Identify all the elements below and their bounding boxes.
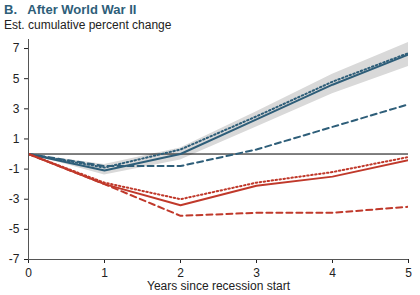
html-text:Est. cumulative percent change: Est. cumulative percent change: [4, 18, 172, 32]
svg-text:1: 1: [101, 266, 108, 280]
svg-text:3: 3: [13, 102, 20, 116]
svg-text:-3: -3: [9, 192, 20, 206]
svg-text:7: 7: [13, 41, 20, 55]
html-text:B. After World War II: B. After World War II: [4, 2, 137, 17]
svg-text:Years since recession start: Years since recession start: [147, 279, 291, 293]
svg-text:2: 2: [177, 266, 184, 280]
svg-text:-5: -5: [9, 222, 20, 236]
svg-text:5: 5: [13, 72, 20, 86]
svg-text:4: 4: [329, 266, 336, 280]
svg-text:-1: -1: [9, 162, 20, 176]
svg-text:1: 1: [13, 132, 20, 146]
svg-text:-7: -7: [9, 252, 20, 266]
svg-text:0: 0: [25, 266, 32, 280]
svg-text:3: 3: [253, 266, 260, 280]
svg-text:5: 5: [405, 266, 412, 280]
